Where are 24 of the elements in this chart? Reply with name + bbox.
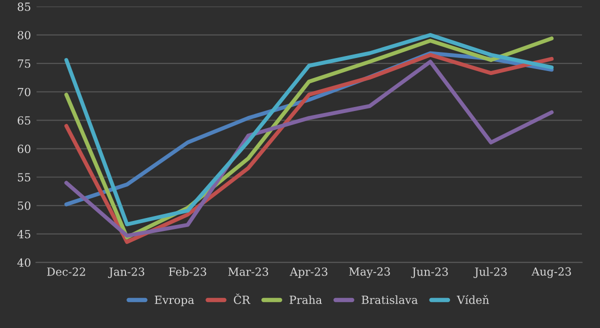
y-tick-label: 50 (18, 202, 30, 210)
y-tick-label: 45 (17, 230, 30, 238)
legend-label: Praha (290, 295, 322, 304)
x-tick-label: Jun-23 (411, 267, 448, 278)
y-tick-label: 40 (17, 258, 30, 267)
y-tick-label: 55 (18, 173, 30, 182)
x-tick-label: May-23 (349, 267, 390, 278)
x-tick-label: Jan-23 (108, 267, 144, 278)
x-tick-label: Mar-23 (228, 267, 268, 276)
x-tick-label: Apr-23 (290, 267, 328, 278)
legend-label: Vídeň (456, 294, 489, 304)
y-tick-label: 80 (18, 30, 30, 40)
legend-label: ČR (234, 294, 250, 304)
x-tick-label: Aug-23 (532, 267, 571, 278)
x-tick-label: Jul-23 (474, 267, 507, 278)
y-tick-label: 65 (18, 116, 30, 125)
y-tick-label: 75 (18, 60, 30, 68)
y-tick-label: 70 (18, 88, 30, 96)
legend-label: Bratislava (362, 295, 418, 304)
x-tick-label: Feb-23 (168, 267, 206, 276)
y-tick-label: 85 (18, 2, 30, 11)
x-tick-label: Dec-22 (47, 267, 86, 276)
legend-label: Evropa (154, 296, 194, 306)
y-tick-label: 60 (18, 144, 30, 154)
